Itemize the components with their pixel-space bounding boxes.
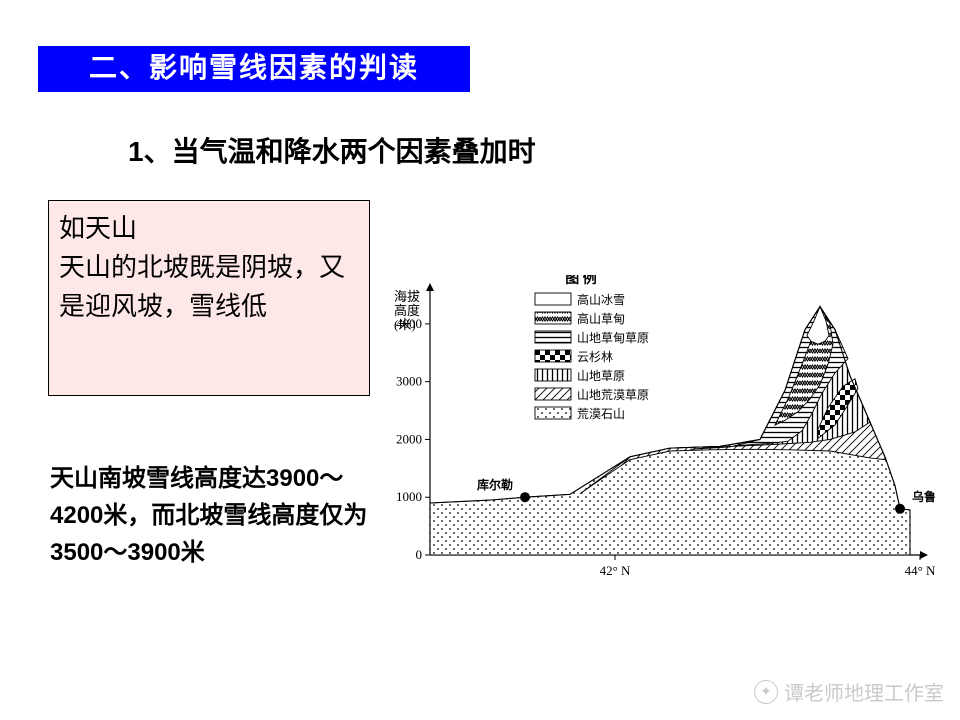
svg-text:高山冰雪: 高山冰雪 [577, 292, 625, 307]
svg-text:荒漠石山: 荒漠石山 [577, 407, 625, 421]
svg-text:山地草甸草原: 山地草甸草原 [577, 331, 649, 345]
svg-text:2000: 2000 [396, 431, 422, 446]
svg-text:42° N: 42° N [600, 563, 631, 578]
svg-text:(米): (米) [394, 317, 416, 332]
svg-text:高山草甸: 高山草甸 [577, 311, 625, 326]
subheading: 1、当气温和降水两个因素叠加时 [128, 130, 536, 170]
watermark: ✦ 谭老师地理工作室 [754, 677, 944, 706]
svg-text:1000: 1000 [396, 489, 422, 504]
tianshan-profile-chart: 01000200030004000海拔高度(米)42° N44° N库尔勒乌鲁木… [380, 275, 935, 615]
wechat-icon: ✦ [754, 680, 778, 704]
svg-text:云杉林: 云杉林 [577, 350, 613, 364]
example-box: 如天山天山的北坡既是阴坡，又是迎风坡，雪线低 [48, 200, 370, 396]
section-title: 二、影响雪线因素的判读 [38, 46, 470, 92]
svg-text:库尔勒: 库尔勒 [477, 477, 513, 492]
svg-text:山地草原: 山地草原 [577, 369, 625, 383]
svg-text:高度: 高度 [394, 303, 420, 318]
svg-text:山地荒漠草原: 山地荒漠草原 [577, 388, 649, 402]
svg-text:图 例: 图 例 [565, 275, 597, 287]
body-paragraph: 天山南坡雪线高度达3900～4200米，而北坡雪线高度仅为3500～3900米 [50, 460, 380, 572]
svg-text:0: 0 [416, 547, 423, 562]
watermark-text: 谭老师地理工作室 [784, 677, 944, 706]
svg-text:3000: 3000 [396, 374, 422, 389]
svg-text:海拔: 海拔 [394, 289, 420, 304]
svg-text:乌鲁木齐: 乌鲁木齐 [912, 489, 935, 504]
svg-text:44° N: 44° N [905, 563, 935, 578]
